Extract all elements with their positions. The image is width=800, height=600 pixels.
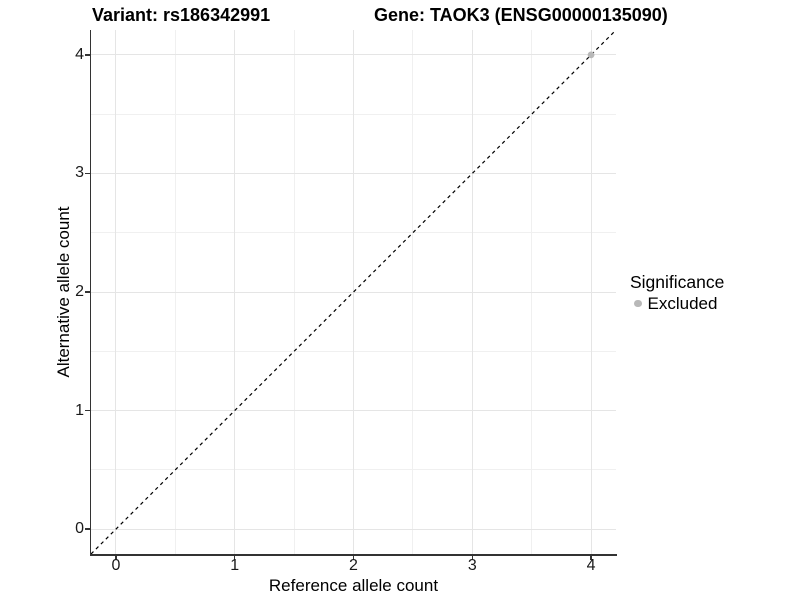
- y-tick-mark: [85, 54, 90, 56]
- x-tick-label: 2: [349, 557, 358, 574]
- y-axis-title: Alternative allele count: [54, 206, 73, 378]
- major-gridline-h: [91, 291, 616, 293]
- y-tick-mark: [85, 172, 90, 175]
- major-gridline-h: [91, 410, 616, 412]
- legend-item: Excluded: [630, 294, 724, 313]
- legend: Significance Excluded: [630, 272, 724, 313]
- y-tick-label: 2: [75, 283, 84, 300]
- legend-items: Excluded: [630, 294, 724, 313]
- x-tick-mark: [233, 555, 236, 560]
- legend-title: Significance: [630, 272, 725, 292]
- plot-canvas: [91, 30, 616, 554]
- major-gridline-h: [91, 172, 616, 174]
- legend-item-label: Excluded: [647, 294, 718, 313]
- data-point: [587, 51, 595, 59]
- x-tick-mark: [590, 555, 592, 560]
- y-tick-label: 1: [75, 401, 84, 419]
- x-tick-label: 3: [467, 557, 477, 574]
- y-tick-label: 0: [75, 520, 84, 538]
- x-tick-label: 1: [230, 557, 240, 574]
- x-tick-label: 0: [111, 557, 121, 574]
- y-tick-mark: [85, 528, 90, 530]
- legend-key-dot-icon: [634, 299, 642, 308]
- major-gridline-h: [91, 528, 616, 530]
- identity-line: [91, 30, 616, 554]
- y-axis-line: [89, 30, 91, 556]
- y-tick-label: 3: [75, 164, 84, 182]
- major-gridline-h: [91, 54, 616, 56]
- x-tick-label: 4: [586, 557, 596, 574]
- y-tick-mark: [85, 291, 90, 293]
- x-tick-mark: [352, 555, 355, 560]
- chart-title-variant: Variant: rs186342991: [92, 5, 271, 25]
- y-tick-label: 4: [75, 45, 84, 63]
- x-axis-title: Reference allele count: [268, 576, 439, 595]
- x-tick-mark: [471, 555, 474, 560]
- x-tick-mark: [115, 555, 117, 560]
- y-tick-mark: [85, 409, 90, 412]
- plot-panel: [91, 30, 616, 554]
- chart-title-gene: Gene: TAOK3 (ENSG00000135090): [374, 5, 668, 25]
- x-axis-line: [89, 554, 617, 556]
